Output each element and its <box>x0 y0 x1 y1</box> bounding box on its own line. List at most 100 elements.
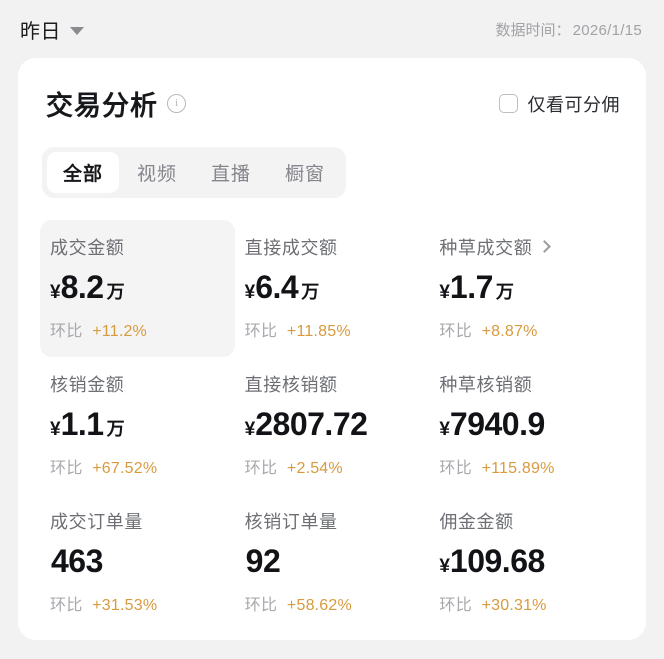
chevron-right-icon[interactable] <box>538 240 552 253</box>
data-time-label: 数据时间： <box>495 21 571 39</box>
metric-value: 92 <box>245 543 420 580</box>
delta-value: +30.31% <box>481 597 547 614</box>
data-time: 数据时间： 2026/1/15 <box>496 19 642 40</box>
delta-label: 环比 <box>244 597 278 614</box>
metric-card-seeding-redeem[interactable]: 种草核销额 ¥ 7940.9 环比 +115.89% <box>429 357 624 494</box>
metric-card-seeding-gmv[interactable]: 种草成交额 ¥ 1.7 万 环比 +8.87% <box>429 220 624 357</box>
metric-value: ¥ 2807.72 <box>245 406 420 443</box>
metric-label-row: 种草成交额 <box>439 234 614 260</box>
metric-label: 成交订单量 <box>50 512 143 532</box>
delta-value: +67.52% <box>92 460 158 477</box>
metric-label: 成交金额 <box>50 238 125 258</box>
metrics-grid: 成交金额 ¥ 8.2 万 环比 +11.2% 直接成交额 ¥ 6.4 万 环比 <box>40 220 624 631</box>
metric-delta: 环比 +11.2% <box>50 317 225 341</box>
date-range-picker[interactable]: 昨日 <box>20 15 84 44</box>
metric-label: 直接成交额 <box>244 238 338 258</box>
metric-label: 佣金金额 <box>439 512 514 532</box>
metric-number: 92 <box>245 543 281 579</box>
data-time-value: 2026/1/15 <box>572 21 642 39</box>
metric-delta: 环比 +67.52% <box>50 454 225 478</box>
metric-number: 7940.9 <box>449 406 545 442</box>
currency-symbol: ¥ <box>244 282 256 303</box>
metric-value: ¥ 6.4 万 <box>245 269 420 306</box>
metric-value: ¥ 7940.9 <box>439 406 614 443</box>
metric-value: 463 <box>50 543 225 580</box>
delta-label: 环比 <box>439 597 473 614</box>
category-tabs: 全部 视频 直播 橱窗 <box>42 147 347 198</box>
currency-symbol: ¥ <box>50 419 61 440</box>
metric-label: 直接核销额 <box>244 375 338 395</box>
metric-delta: 环比 +31.53% <box>50 591 225 615</box>
tab-video[interactable]: 视频 <box>137 164 178 185</box>
metric-label: 核销订单量 <box>244 512 338 532</box>
card-header: 交易分析 i 仅看可分佣 <box>40 84 624 123</box>
tab-showcase[interactable]: 橱窗 <box>285 164 326 185</box>
metric-number: 1.7 <box>449 269 493 305</box>
metric-number: 2807.72 <box>255 406 368 442</box>
page-title: 交易分析 <box>46 91 158 121</box>
tab-all[interactable]: 全部 <box>47 152 120 193</box>
metric-delta: 环比 +30.31% <box>439 591 614 615</box>
delta-value: +8.87% <box>481 323 538 340</box>
metric-label-row: 直接核销额 <box>245 371 420 397</box>
metric-label: 种草核销额 <box>439 375 533 395</box>
currency-symbol: ¥ <box>439 419 450 440</box>
delta-label: 环比 <box>50 460 83 477</box>
metric-card-direct-gmv[interactable]: 直接成交额 ¥ 6.4 万 环比 +11.85% <box>235 220 430 357</box>
metric-label-row: 种草核销额 <box>439 371 614 397</box>
delta-value: +11.2% <box>92 323 147 340</box>
metric-card-direct-redeem[interactable]: 直接核销额 ¥ 2807.72 环比 +2.54% <box>235 357 430 494</box>
commission-checkbox[interactable] <box>498 94 518 113</box>
metric-label-row: 成交订单量 <box>50 508 225 534</box>
metric-label-row: 核销金额 <box>50 371 225 397</box>
metric-label-row: 直接成交额 <box>245 234 420 260</box>
metric-label-row: 成交金额 <box>50 234 225 260</box>
delta-label: 环比 <box>50 597 83 614</box>
metric-card-order-count[interactable]: 成交订单量 463 环比 +31.53% <box>40 494 235 631</box>
commission-filter-toggle[interactable]: 仅看可分佣 <box>498 91 621 117</box>
top-bar: 昨日 数据时间： 2026/1/15 <box>0 0 664 58</box>
metric-delta: 环比 +115.89% <box>439 454 614 478</box>
metric-number: 463 <box>51 543 103 579</box>
metric-number: 109.68 <box>449 543 545 579</box>
delta-label: 环比 <box>244 460 278 477</box>
delta-label: 环比 <box>244 323 278 340</box>
currency-symbol: ¥ <box>244 419 256 440</box>
info-icon[interactable]: i <box>167 94 186 113</box>
transaction-analysis-card: 交易分析 i 仅看可分佣 全部 视频 直播 橱窗 成交金额 ¥ 8.2 万 环比… <box>18 58 646 640</box>
metric-label-row: 佣金金额 <box>439 508 614 534</box>
metric-delta: 环比 +8.87% <box>439 317 614 341</box>
metric-value: ¥ 8.2 万 <box>50 269 225 306</box>
metric-card-commission[interactable]: 佣金金额 ¥ 109.68 环比 +30.31% <box>429 494 624 631</box>
delta-value: +31.53% <box>92 597 158 614</box>
metric-number: 8.2 <box>60 269 104 305</box>
delta-label: 环比 <box>439 323 473 340</box>
metric-card-gmv[interactable]: 成交金额 ¥ 8.2 万 环比 +11.2% <box>40 220 235 357</box>
delta-label: 环比 <box>50 323 83 340</box>
metric-delta: 环比 +58.62% <box>245 591 420 615</box>
metric-number: 6.4 <box>255 269 299 305</box>
metric-value: ¥ 1.1 万 <box>50 406 225 443</box>
currency-symbol: ¥ <box>439 282 450 303</box>
metric-unit: 万 <box>106 419 125 439</box>
metric-number: 1.1 <box>60 406 104 442</box>
tab-live[interactable]: 直播 <box>211 164 252 185</box>
metric-delta: 环比 +11.85% <box>245 317 420 341</box>
metric-card-redeem-amount[interactable]: 核销金额 ¥ 1.1 万 环比 +67.52% <box>40 357 235 494</box>
metric-value: ¥ 109.68 <box>439 543 614 580</box>
metric-card-redeem-order-count[interactable]: 核销订单量 92 环比 +58.62% <box>235 494 430 631</box>
delta-label: 环比 <box>439 460 473 477</box>
delta-value: +115.89% <box>481 460 555 477</box>
metric-unit: 万 <box>495 282 514 302</box>
date-range-label: 昨日 <box>20 20 61 43</box>
delta-value: +2.54% <box>286 460 343 477</box>
delta-value: +58.62% <box>286 597 352 614</box>
metric-label-row: 核销订单量 <box>245 508 420 534</box>
commission-checkbox-label: 仅看可分佣 <box>527 94 620 115</box>
metric-label: 种草成交额 <box>439 238 533 258</box>
currency-symbol: ¥ <box>439 556 450 577</box>
currency-symbol: ¥ <box>50 282 61 303</box>
metric-value: ¥ 1.7 万 <box>439 269 614 306</box>
metric-unit: 万 <box>301 282 320 302</box>
metric-delta: 环比 +2.54% <box>245 454 420 478</box>
